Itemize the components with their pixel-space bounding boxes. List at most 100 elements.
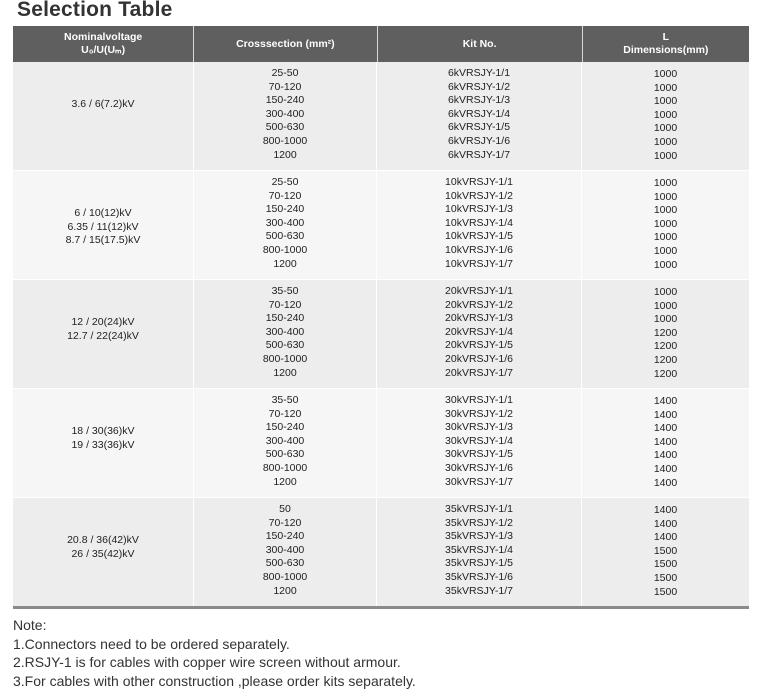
kit-no-cell-value: 35kVRSJY-1/2 xyxy=(445,516,513,529)
header-nominal-voltage: Nominalvoltage U₀/U(Uₘ) xyxy=(13,26,195,62)
kit-no-cell-value: 10kVRSJY-1/4 xyxy=(445,216,513,229)
selection-table: Nominalvoltage U₀/U(Uₘ) Crosssection (mm… xyxy=(13,26,749,609)
kit-no-cell-value: 30kVRSJY-1/5 xyxy=(445,448,513,461)
table-body: 3.6 / 6(7.2)kV 25-50 70-120 150-240 300-400 5… xyxy=(13,62,749,606)
kit-no-cell: 6kVRSJY-1/1 6kVRSJY-1/2 6kVRSJY-1/3 6kVRSJY… xyxy=(377,62,582,170)
cross-section-cell-value: 300-400 xyxy=(265,107,305,120)
cross-section-cell-value: 1200 xyxy=(273,148,297,161)
dimension-cell-value: 1000 xyxy=(653,204,678,217)
kit-no-cell-value: 30kVRSJY-1/1 xyxy=(445,394,513,406)
kit-no-cell-value: 30kVRSJY-1/3 xyxy=(445,421,513,434)
dimension-cell-value: 1000 xyxy=(653,231,678,244)
cross-section-cell-value: 150-240 xyxy=(265,312,305,325)
cross-section-cell-value: 25-50 xyxy=(271,176,299,188)
voltage-cell-value: 26 / 35(42)kV xyxy=(71,547,135,560)
cross-section-cell-value: 35-50 xyxy=(271,285,299,297)
kit-no-cell-value: 35kVRSJY-1/5 xyxy=(445,557,513,570)
dimension-cell: 1400 1400 1400 1400 1400 1400 1400 xyxy=(582,389,749,497)
dimension-cell-value: 1400 xyxy=(653,476,678,489)
dimension-cell-value: 1000 xyxy=(653,68,678,80)
cross-section-cell: 25-50 70-120 150-240 300-400 500-630 800-1000… xyxy=(194,62,377,170)
cross-section-cell-value: 1200 xyxy=(273,366,297,379)
dimension-cell-value: 1200 xyxy=(653,353,678,366)
table-row-group: 6 / 10(12)kV 6.35 / 11(12)kV 8.7 / 15(17.5… xyxy=(13,170,749,279)
cross-section-cell-value: 1200 xyxy=(273,257,297,270)
cross-section-cell: 25-50 70-120 150-240 300-400 500-630 800-1000… xyxy=(194,171,377,279)
kit-no-cell-value: 6kVRSJY-1/7 xyxy=(447,148,511,161)
notes-heading: Note: xyxy=(13,617,47,633)
dimension-cell-value: 1500 xyxy=(653,558,678,571)
voltage-cell-value: 20.8 / 36(42)kV xyxy=(67,534,139,546)
kit-no-cell-value: 10kVRSJY-1/7 xyxy=(445,257,513,270)
dimension-cell-value: 1200 xyxy=(653,367,678,380)
cross-section-cell-value: 70-120 xyxy=(268,516,302,529)
dimension-cell: 1000 1000 1000 1200 1200 1200 1200 xyxy=(582,280,749,388)
dimension-cell-value: 1000 xyxy=(653,313,678,326)
cross-section-cell-value: 800-1000 xyxy=(262,570,308,583)
dimension-cell-value: 1000 xyxy=(653,135,678,148)
kit-no-cell-value: 6kVRSJY-1/2 xyxy=(447,80,511,93)
dimension-cell-value: 1000 xyxy=(653,149,678,162)
dimension-cell-value: 1500 xyxy=(653,571,678,584)
cross-section-cell-value: 1200 xyxy=(273,475,297,488)
kit-no-cell-value: 6kVRSJY-1/5 xyxy=(447,121,511,134)
kit-no-cell-value: 30kVRSJY-1/2 xyxy=(445,407,513,420)
kit-no-cell-value: 20kVRSJY-1/5 xyxy=(445,339,513,352)
kit-no-cell-value: 20kVRSJY-1/1 xyxy=(445,285,513,297)
dimension-cell-value: 1000 xyxy=(653,95,678,108)
header-cross-section: Crosssection (mm²) xyxy=(194,26,378,62)
dimension-cell-value: 1000 xyxy=(653,81,678,94)
cross-section-cell-value: 70-120 xyxy=(268,80,302,93)
voltage-cell-value: 19 / 33(36)kV xyxy=(71,438,135,451)
cross-section-cell-value: 150-240 xyxy=(265,94,305,107)
cross-section-cell-value: 800-1000 xyxy=(262,352,308,365)
voltage-cell-value: 8.7 / 15(17.5)kV xyxy=(65,234,141,247)
dimension-cell-value: 1000 xyxy=(653,190,678,203)
note-item: 1.Connectors need to be ordered separate… xyxy=(13,635,290,652)
dimension-cell-value: 1400 xyxy=(653,435,678,448)
kit-no-cell-value: 20kVRSJY-1/6 xyxy=(445,352,513,365)
voltage-cell: 18 / 30(36)kV 19 / 33(36)kV xyxy=(13,389,194,497)
kit-no-cell-value: 10kVRSJY-1/3 xyxy=(445,203,513,216)
voltage-cell: 20.8 / 36(42)kV 26 / 35(42)kV xyxy=(13,498,194,606)
header-dim-symbol: L xyxy=(662,31,670,43)
cross-section-cell-value: 500-630 xyxy=(265,121,305,134)
voltage-cell-value: 3.6 / 6(7.2)kV xyxy=(71,98,135,110)
dimension-cell: 1000 1000 1000 1000 1000 1000 1000 xyxy=(582,171,749,279)
dimension-cell-value: 1400 xyxy=(653,531,678,544)
dimension-cell-value: 1400 xyxy=(653,504,678,516)
kit-no-cell-value: 35kVRSJY-1/4 xyxy=(445,543,513,556)
header-voltage-formula: U₀/U(Uₘ) xyxy=(81,44,126,56)
kit-no-cell-value: 35kVRSJY-1/1 xyxy=(445,503,513,515)
cross-section-cell-value: 500-630 xyxy=(265,339,305,352)
dimension-cell-value: 1400 xyxy=(653,408,678,421)
kit-no-cell-value: 6kVRSJY-1/1 xyxy=(447,67,511,79)
voltage-cell-value: 6 / 10(12)kV xyxy=(74,207,132,219)
cross-section-cell-value: 300-400 xyxy=(265,216,305,229)
kit-no-cell-value: 10kVRSJY-1/1 xyxy=(445,176,513,188)
voltage-cell-value: 12.7 / 22(24)kV xyxy=(67,329,139,342)
note-item: 3.For cables with other construction ,pl… xyxy=(13,672,416,689)
voltage-cell: 3.6 / 6(7.2)kV xyxy=(13,62,194,170)
cross-section-cell: 50 70-120 150-240 300-400 500-630 800-1000 120… xyxy=(194,498,377,606)
kit-no-cell: 35kVRSJY-1/1 35kVRSJY-1/2 35kVRSJY-1/3 35kV… xyxy=(377,498,582,606)
kit-no-cell-value: 10kVRSJY-1/2 xyxy=(445,189,513,202)
cross-section-cell-value: 500-630 xyxy=(265,557,305,570)
dimension-cell-value: 1000 xyxy=(653,177,678,189)
table-row-group: 20.8 / 36(42)kV 26 / 35(42)kV 50 70-120 150-… xyxy=(13,497,749,606)
dimension-cell: 1000 1000 1000 1000 1000 1000 1000 xyxy=(582,62,749,170)
cross-section-cell-value: 1200 xyxy=(273,584,297,597)
cross-section-cell-value: 300-400 xyxy=(265,543,305,556)
cross-section-cell-value: 70-120 xyxy=(268,407,302,420)
cross-section-cell-value: 70-120 xyxy=(268,298,302,311)
dimension-cell-value: 1500 xyxy=(653,544,678,557)
kit-no-cell: 10kVRSJY-1/1 10kVRSJY-1/2 10kVRSJY-1/3 10kV… xyxy=(377,171,582,279)
voltage-cell-value: 12 / 20(24)kV xyxy=(71,316,135,328)
kit-no-cell-value: 20kVRSJY-1/7 xyxy=(445,366,513,379)
kit-no-cell-value: 30kVRSJY-1/4 xyxy=(445,434,513,447)
header-voltage-label: Nominalvoltage xyxy=(64,31,143,43)
header-dimensions: L Dimensions(mm) xyxy=(583,26,749,62)
voltage-cell-value: 18 / 30(36)kV xyxy=(71,425,135,437)
voltage-cell: 6 / 10(12)kV 6.35 / 11(12)kV 8.7 / 15(17.5… xyxy=(13,171,194,279)
cross-section-cell-value: 70-120 xyxy=(268,189,302,202)
